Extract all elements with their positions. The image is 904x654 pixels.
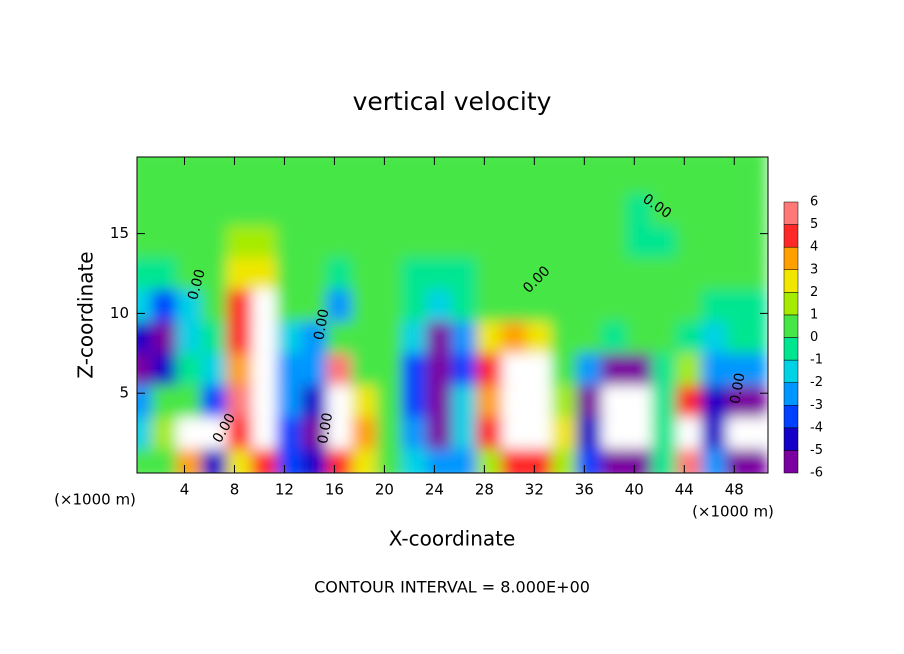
colorbar-swatch xyxy=(783,382,799,406)
colorbar-swatch xyxy=(783,359,799,383)
contour-label: 0.00 xyxy=(727,372,748,405)
x-tick-label: 44 xyxy=(675,481,694,499)
colorbar-swatch xyxy=(783,427,799,451)
x-tick-label: 40 xyxy=(625,481,644,499)
field xyxy=(137,157,768,473)
colorbar-label: -6 xyxy=(810,466,823,481)
colorbar-swatch xyxy=(783,201,799,225)
colorbar-swatch xyxy=(783,292,799,316)
x-unit-label: (×1000 m) xyxy=(54,491,136,509)
x-tick-label: 36 xyxy=(575,481,594,499)
colorbar-swatch xyxy=(783,269,799,293)
contour-label: 0.00 xyxy=(185,268,209,302)
x-tick-label: 16 xyxy=(325,481,344,499)
colorbar-label: -4 xyxy=(810,420,823,435)
x-tick-label: 20 xyxy=(375,481,394,499)
x-tick-label: 32 xyxy=(525,481,544,499)
plot-frame xyxy=(136,156,769,474)
x-tick-label: 8 xyxy=(230,481,240,499)
cells xyxy=(137,157,768,473)
colorbar-label: -1 xyxy=(810,353,823,368)
colorbar-label: 4 xyxy=(810,240,818,255)
y-tick-label: 10 xyxy=(110,304,129,322)
x-tick-label: 4 xyxy=(180,481,190,499)
colorbar-label: 6 xyxy=(810,195,818,210)
footer: CONTOUR INTERVAL = 8.000E+00 xyxy=(314,578,590,597)
x-unit-label: (×1000 m) xyxy=(692,503,774,521)
colorbar-swatch xyxy=(783,405,799,429)
y-tick-label: 15 xyxy=(110,224,129,242)
colorbar-label: 0 xyxy=(810,330,818,345)
contour-label: 0.00 xyxy=(315,412,336,445)
colorbar-label: -5 xyxy=(810,443,823,458)
colorbar-swatch xyxy=(783,314,799,338)
contour-label: 0.00 xyxy=(311,308,332,341)
colorbar-label: 5 xyxy=(810,217,818,232)
colorbar-swatch xyxy=(783,337,799,361)
x-tick-label: 24 xyxy=(425,481,444,499)
colorbar-swatch xyxy=(783,224,799,248)
colorbar-swatch xyxy=(783,450,799,474)
x-tick-label: 48 xyxy=(725,481,744,499)
colorbar-label: 2 xyxy=(810,285,818,300)
colorbar-label: 3 xyxy=(810,262,818,277)
colorbar-label: 1 xyxy=(810,307,818,322)
x-axis-label: X-coordinate xyxy=(389,527,516,551)
chart-title: vertical velocity xyxy=(353,87,552,116)
x-tick-label: 28 xyxy=(475,481,494,499)
y-axis-label: Z-coordinate xyxy=(74,251,98,378)
y-tick-label: 5 xyxy=(119,384,129,402)
x-tick-label: 12 xyxy=(275,481,294,499)
colorbar-label: -3 xyxy=(810,398,823,413)
axes: 4 8 12 16 20 24 28 32 36 40 44 48510150.000.000.000… xyxy=(110,156,823,499)
cell xyxy=(726,157,768,194)
colorbar-swatch xyxy=(783,246,799,271)
colorbar-label: -2 xyxy=(810,375,823,390)
